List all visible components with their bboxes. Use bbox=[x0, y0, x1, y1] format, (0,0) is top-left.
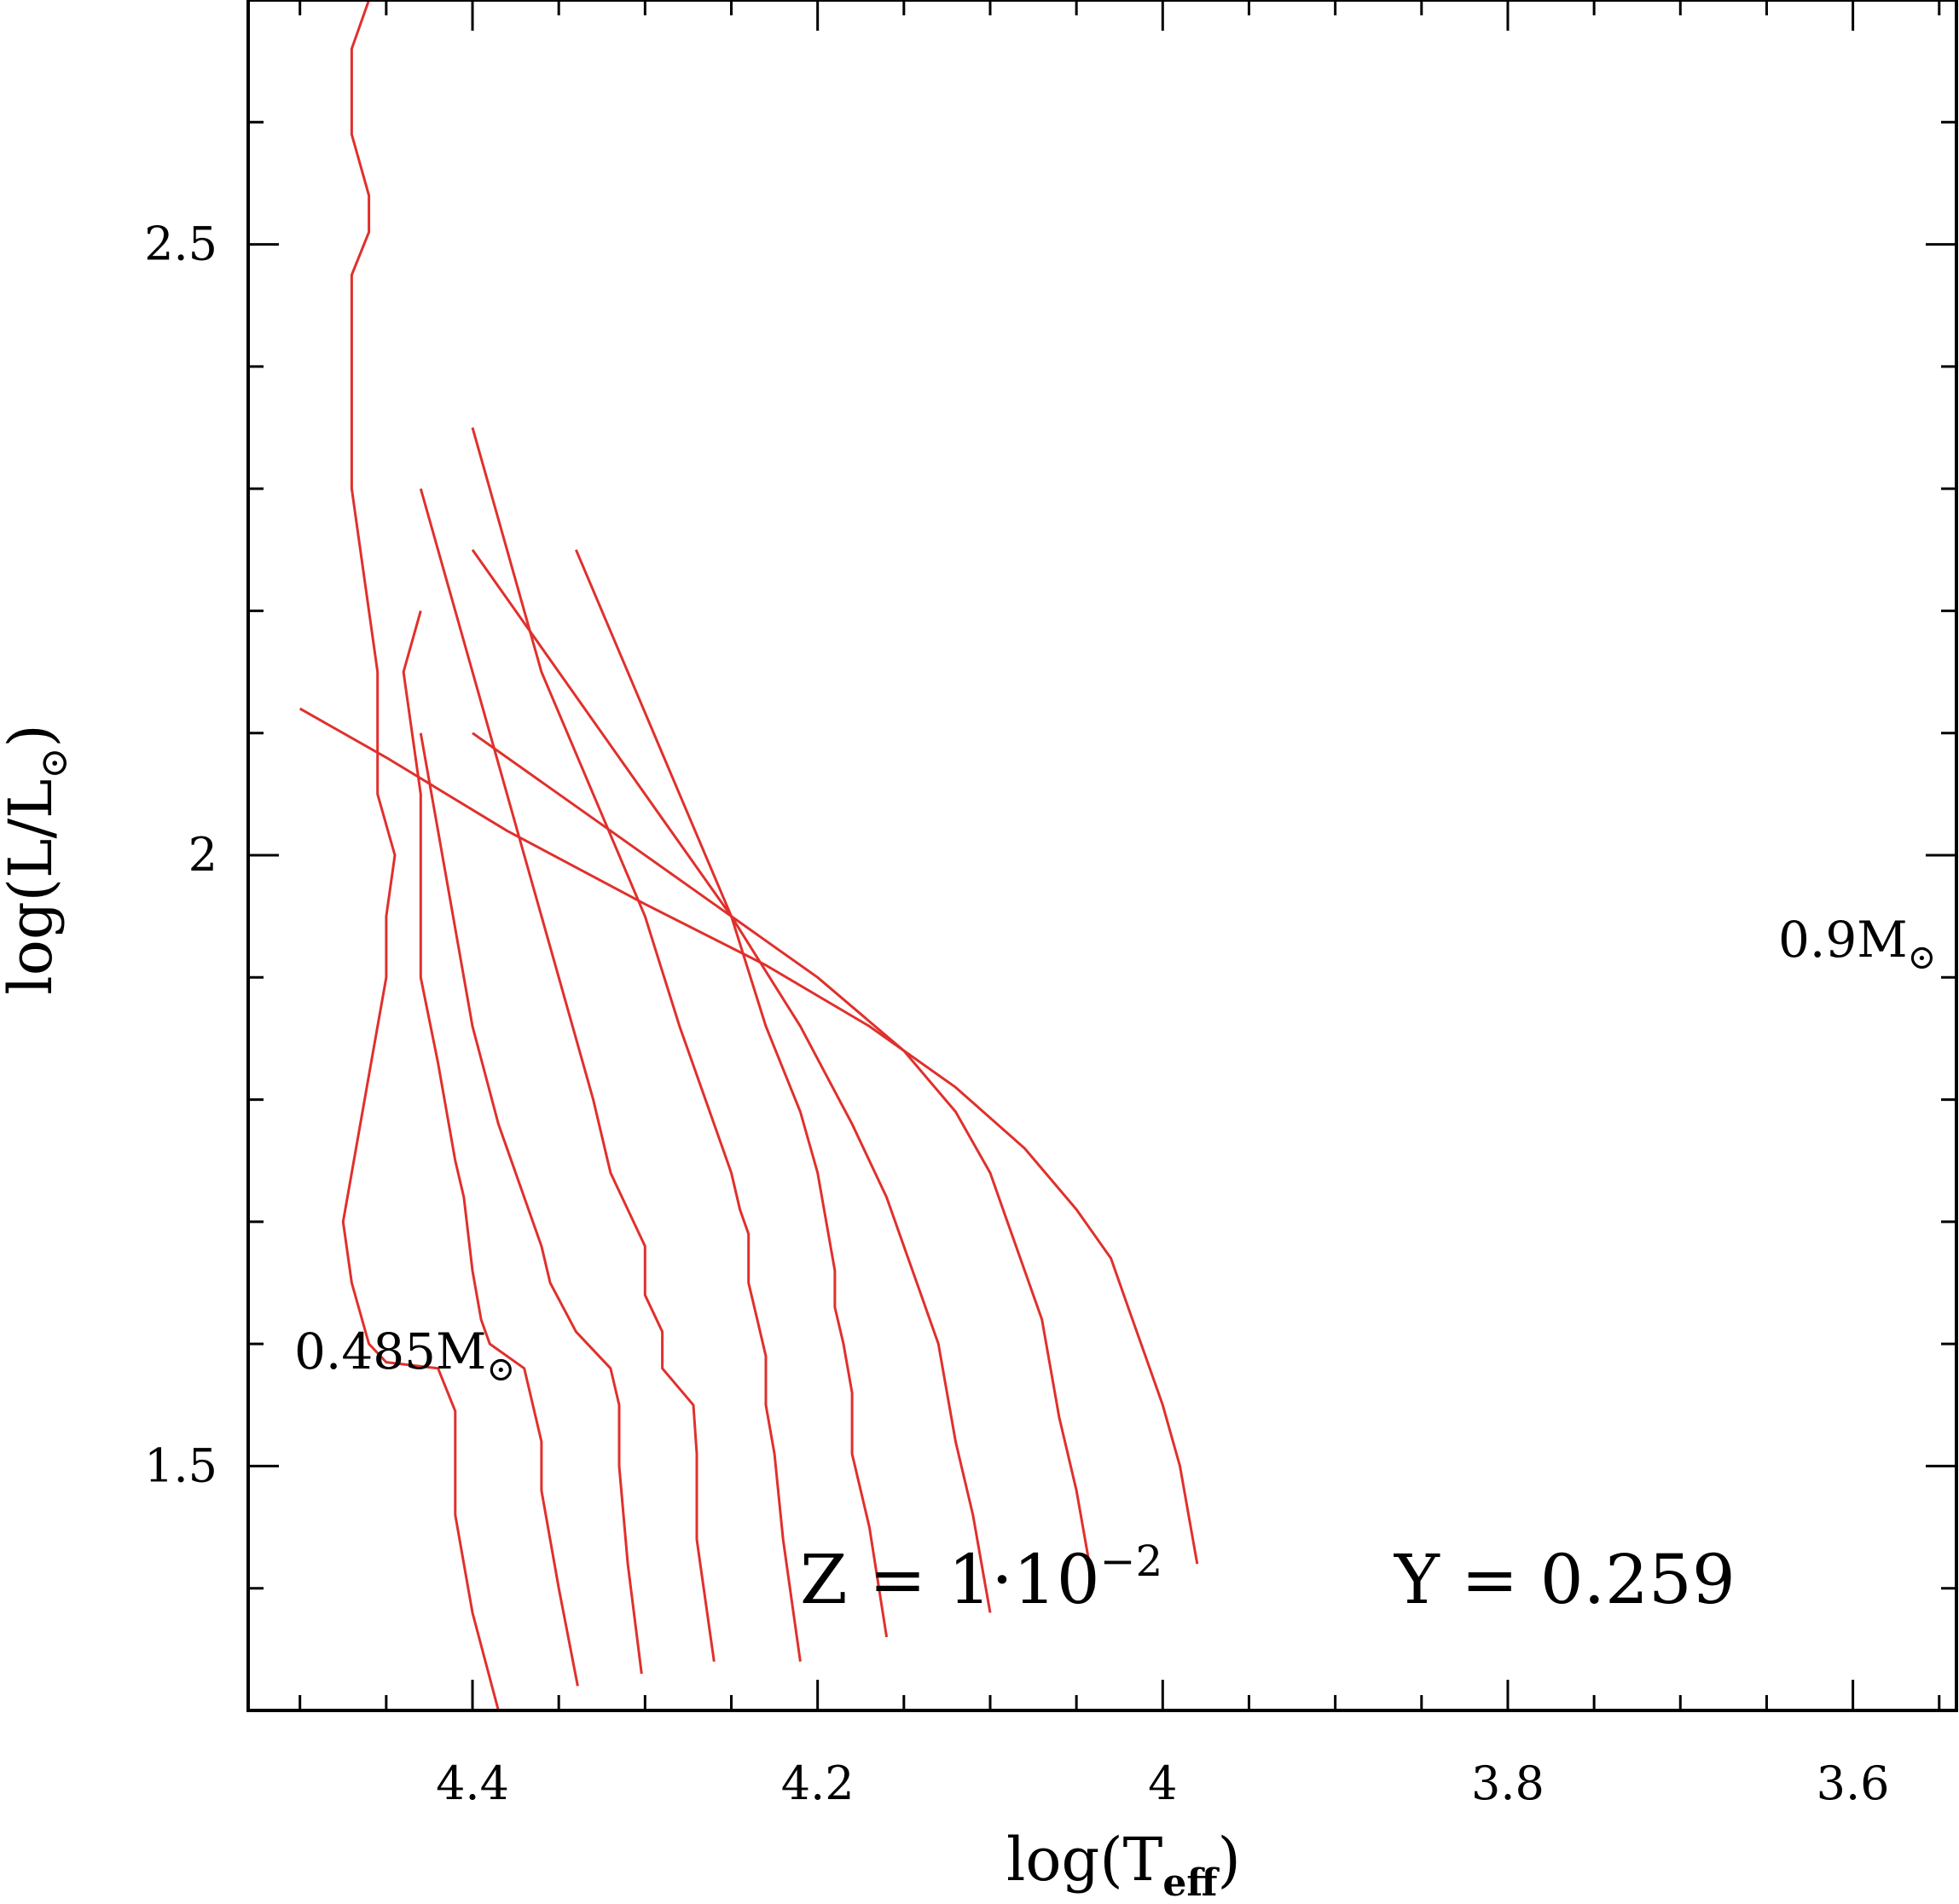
track-line-8 bbox=[472, 732, 1095, 1589]
plot-frame bbox=[246, 0, 1958, 1712]
evolutionary-tracks bbox=[298, 0, 1199, 1711]
x-tick-label: 4 bbox=[1148, 1756, 1177, 1810]
track-line-4 bbox=[419, 488, 716, 1662]
y-axis-title: log(L/L⊙) bbox=[0, 724, 76, 994]
y-tick-label: 1.5 bbox=[144, 1438, 217, 1492]
track-line-5 bbox=[471, 427, 802, 1662]
track-line-2 bbox=[402, 610, 579, 1687]
x-axis-title: log(Teff) bbox=[1006, 1825, 1241, 1904]
y-tick-label: 2 bbox=[188, 828, 217, 882]
track-line-7 bbox=[471, 548, 992, 1613]
high-mass-label: 0.9M⊙ bbox=[1778, 911, 1936, 977]
x-tick-label: 4.4 bbox=[436, 1756, 509, 1810]
composition-label: Z = 1·10−2 bbox=[800, 1537, 1162, 1619]
y-tick-label: 2.5 bbox=[144, 217, 217, 271]
low-mass-label: 0.485M⊙ bbox=[294, 1322, 515, 1389]
axis-ticks: 4.4 4.2 4 3.8 3.6 1.5 2 2.5 bbox=[144, 0, 1956, 1810]
track-line-9 bbox=[298, 707, 1199, 1565]
x-tick-label: 3.8 bbox=[1471, 1756, 1545, 1810]
helium-label: Y = 0.259 bbox=[1394, 1540, 1736, 1619]
track-line-1 bbox=[341, 0, 500, 1711]
x-tick-label: 3.6 bbox=[1817, 1756, 1890, 1810]
track-line-3 bbox=[419, 732, 643, 1675]
x-tick-label: 4.2 bbox=[781, 1756, 855, 1810]
track-line-6 bbox=[575, 549, 889, 1638]
